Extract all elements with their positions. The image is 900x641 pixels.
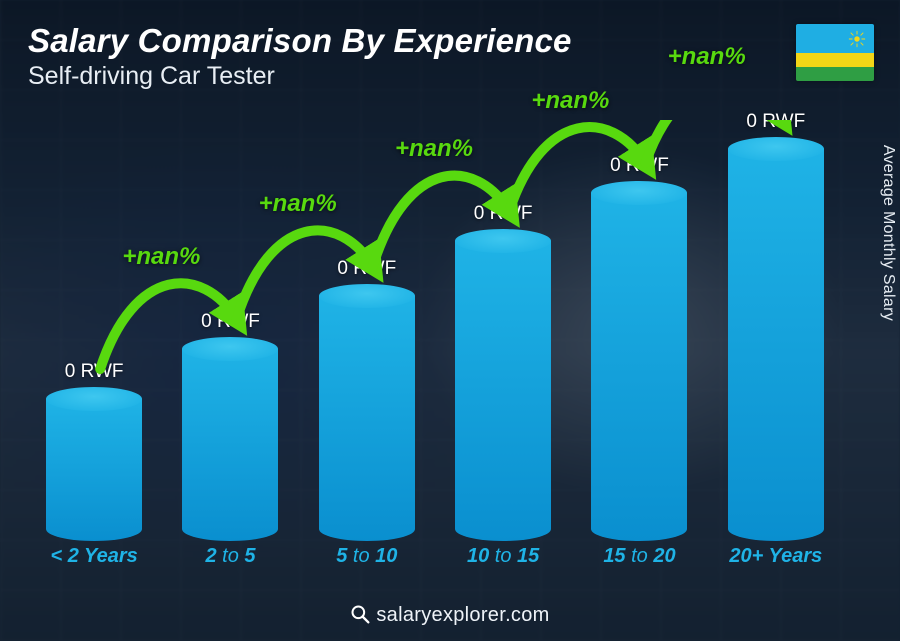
bar-body [455,241,551,541]
bars-container: 0 RWF0 RWF0 RWF0 RWF0 RWF0 RWF [26,120,844,541]
salary-chart: 0 RWF0 RWF0 RWF0 RWF0 RWF0 RWF < 2 Years… [26,120,844,579]
bar-value-label: 0 RWF [160,311,300,333]
bar-value-label: 0 RWF [24,361,164,383]
x-axis-label: 5 to 10 [299,545,435,579]
flag-sun-icon [848,30,866,48]
bar-slot: 0 RWF [435,120,571,541]
bar-top-ellipse [46,387,142,411]
growth-pct-label: +nan% [531,87,609,115]
footer: salaryexplorer.com [0,604,900,627]
bar-slot: 0 RWF [26,120,162,541]
bar-body [319,296,415,541]
bar-top-ellipse [591,181,687,205]
bar [319,296,415,541]
y-axis-label: Average Monthly Salary [879,144,897,320]
growth-pct-label: +nan% [122,243,200,271]
growth-pct-label: +nan% [668,43,746,71]
country-flag-rwanda [796,24,874,81]
flag-band-bot [796,67,874,81]
flag-band-mid [796,53,874,67]
x-axis-labels: < 2 Years2 to 55 to 1010 to 1515 to 2020… [26,545,844,579]
x-axis-label: 10 to 15 [435,545,571,579]
bar-top-ellipse [319,284,415,308]
bar [728,149,824,541]
x-axis-label: 20+ Years [708,545,844,579]
bar [455,241,551,541]
x-axis-label: 15 to 20 [571,545,707,579]
bar-top-ellipse [728,137,824,161]
growth-pct-label: +nan% [259,190,337,218]
bar-body [591,193,687,541]
bar-body [46,399,142,541]
x-axis-label: < 2 Years [26,545,162,579]
bar-body [182,349,278,541]
bar-slot: 0 RWF [571,120,707,541]
bar-value-label: 0 RWF [297,258,437,280]
footer-text: salaryexplorer.com [376,604,549,626]
bar [46,399,142,541]
bar-value-label: 0 RWF [706,111,846,133]
magnify-icon [350,604,370,624]
bar-value-label: 0 RWF [569,155,709,177]
bar-slot: 0 RWF [708,120,844,541]
bar-top-ellipse [182,337,278,361]
bar-top-ellipse [455,229,551,253]
bar-slot: 0 RWF [162,120,298,541]
bar [182,349,278,541]
bar-body [728,149,824,541]
bar-value-label: 0 RWF [433,203,573,225]
x-axis-label: 2 to 5 [162,545,298,579]
growth-pct-label: +nan% [395,135,473,163]
bar [591,193,687,541]
bar-slot: 0 RWF [299,120,435,541]
